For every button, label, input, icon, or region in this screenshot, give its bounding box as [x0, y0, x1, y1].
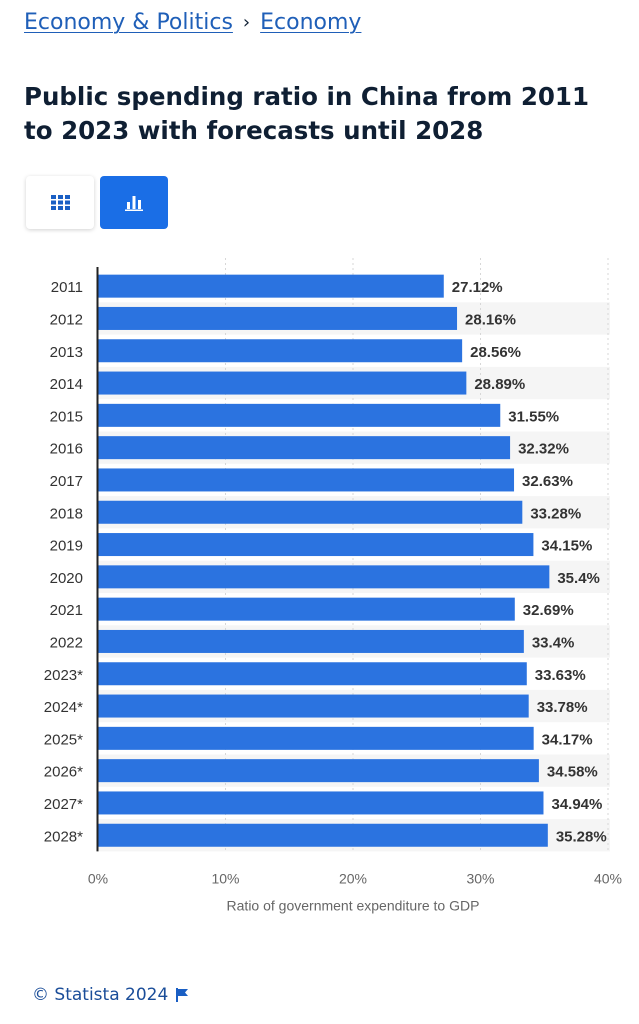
flag-icon[interactable]: [176, 988, 189, 1002]
table-view-button[interactable]: [26, 176, 94, 229]
chart-view-button[interactable]: [100, 176, 168, 229]
category-label: 2028*: [44, 828, 83, 845]
data-label: 33.78%: [537, 699, 588, 716]
bar: [98, 436, 511, 460]
data-label: 32.32%: [518, 441, 569, 458]
bar: [98, 823, 548, 847]
data-label: 31.55%: [508, 408, 559, 425]
bar: [98, 468, 515, 492]
category-label: 2026*: [44, 764, 83, 781]
bar: [98, 500, 523, 524]
data-label: 32.63%: [522, 473, 573, 490]
data-label: 28.16%: [465, 311, 516, 328]
data-label: 34.58%: [547, 764, 598, 781]
bar: [98, 629, 524, 653]
bar: [98, 565, 550, 589]
category-label: 2014: [50, 376, 83, 393]
data-label: 27.12%: [452, 279, 503, 296]
category-label: 2011: [51, 279, 83, 296]
breadcrumb-link-economy-politics[interactable]: Economy & Politics: [24, 10, 233, 35]
bar: [98, 274, 444, 298]
bar: [98, 306, 458, 330]
category-label: 2012: [50, 311, 83, 328]
category-label: 2022: [50, 634, 83, 651]
page-title: Public spending ratio in China from 2011…: [24, 82, 590, 145]
x-tick-label: 40%: [594, 870, 622, 886]
data-label: 34.94%: [551, 796, 602, 813]
bar-chart: 2011 27.12% 2012 28.16% 2013 28.56% 2014 28.89%…: [44, 258, 622, 913]
bar-chart-icon: [125, 195, 143, 211]
bar: [98, 791, 544, 815]
bar: [98, 662, 527, 686]
bar: [98, 403, 501, 427]
data-label: 28.56%: [470, 344, 521, 361]
copyright-text: © Statista 2024: [32, 985, 169, 1005]
bar: [98, 533, 534, 557]
x-tick-label: 20%: [339, 870, 367, 886]
x-axis-label: Ratio of government expenditure to GDP: [227, 897, 480, 913]
category-label: 2016: [50, 441, 83, 458]
bar: [98, 597, 515, 621]
x-tick-label: 10%: [211, 870, 239, 886]
category-label: 2021: [50, 602, 83, 619]
x-tick-label: 30%: [466, 870, 494, 886]
footer: © Statista 2024: [32, 985, 189, 1005]
breadcrumb: Economy & Politics › Economy: [24, 10, 361, 35]
bar: [98, 339, 463, 363]
bar: [98, 371, 467, 395]
grid-icon: [50, 195, 70, 210]
category-label: 2015: [50, 408, 83, 425]
category-label: 2013: [50, 344, 83, 361]
category-label: 2024*: [44, 699, 83, 716]
data-label: 34.17%: [542, 731, 593, 748]
breadcrumb-separator: ›: [242, 12, 251, 33]
data-label: 33.63%: [535, 667, 586, 684]
category-label: 2018: [50, 505, 83, 522]
category-label: 2027*: [44, 796, 83, 813]
category-label: 2020: [50, 570, 83, 587]
data-label: 32.69%: [523, 602, 574, 619]
bar: [98, 759, 539, 783]
breadcrumb-link-economy[interactable]: Economy: [260, 10, 362, 35]
data-label: 28.89%: [474, 376, 525, 393]
data-label: 33.28%: [530, 505, 581, 522]
data-label: 34.15%: [541, 538, 592, 555]
bar: [98, 694, 529, 718]
category-label: 2019: [50, 538, 83, 555]
data-label: 33.4%: [532, 634, 575, 651]
data-label: 35.28%: [556, 828, 607, 845]
data-label: 35.4%: [557, 570, 600, 587]
category-label: 2017: [50, 473, 83, 490]
category-label: 2025*: [44, 731, 83, 748]
category-label: 2023*: [44, 667, 83, 684]
bar: [98, 726, 534, 750]
x-tick-label: 0%: [88, 870, 108, 886]
